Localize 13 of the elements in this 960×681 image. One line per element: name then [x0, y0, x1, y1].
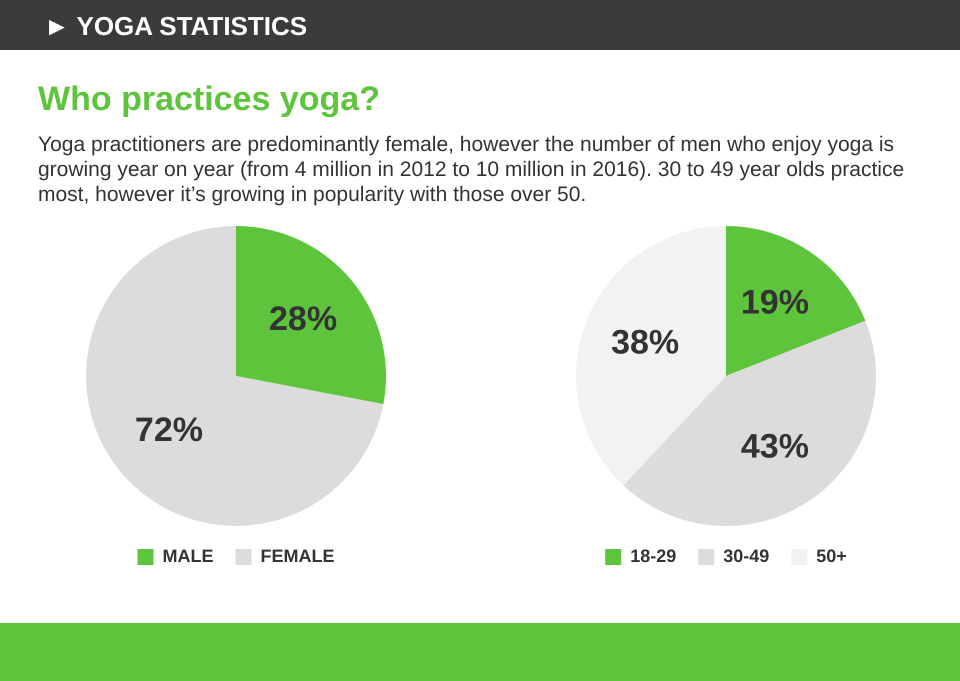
data-label: 72%	[134, 410, 203, 449]
text: Yoga practitioners are predominantly female, however the number of men who enjoy yoga is growing year on year (from 4 million in 2012 to 10 million in 2016). 30 to 49 year olds practice most, however it’s growing in popularity with those over 50.	[38, 132, 906, 207]
legend-label: 30-49	[723, 546, 770, 566]
legend-label: 18-29	[630, 546, 676, 566]
text: ► YOGA STATISTICS	[0, 0, 960, 50]
data-label: 43%	[740, 427, 809, 466]
legend-label: FEMALE	[260, 546, 334, 566]
data-label: 28%	[269, 300, 338, 338]
legend-label: MALE	[162, 546, 214, 566]
data-label: 38%	[611, 323, 680, 362]
chart-title: Who practices yoga?	[38, 80, 380, 119]
legend-label: 50+	[816, 546, 847, 566]
data-label: 19%	[740, 283, 809, 322]
